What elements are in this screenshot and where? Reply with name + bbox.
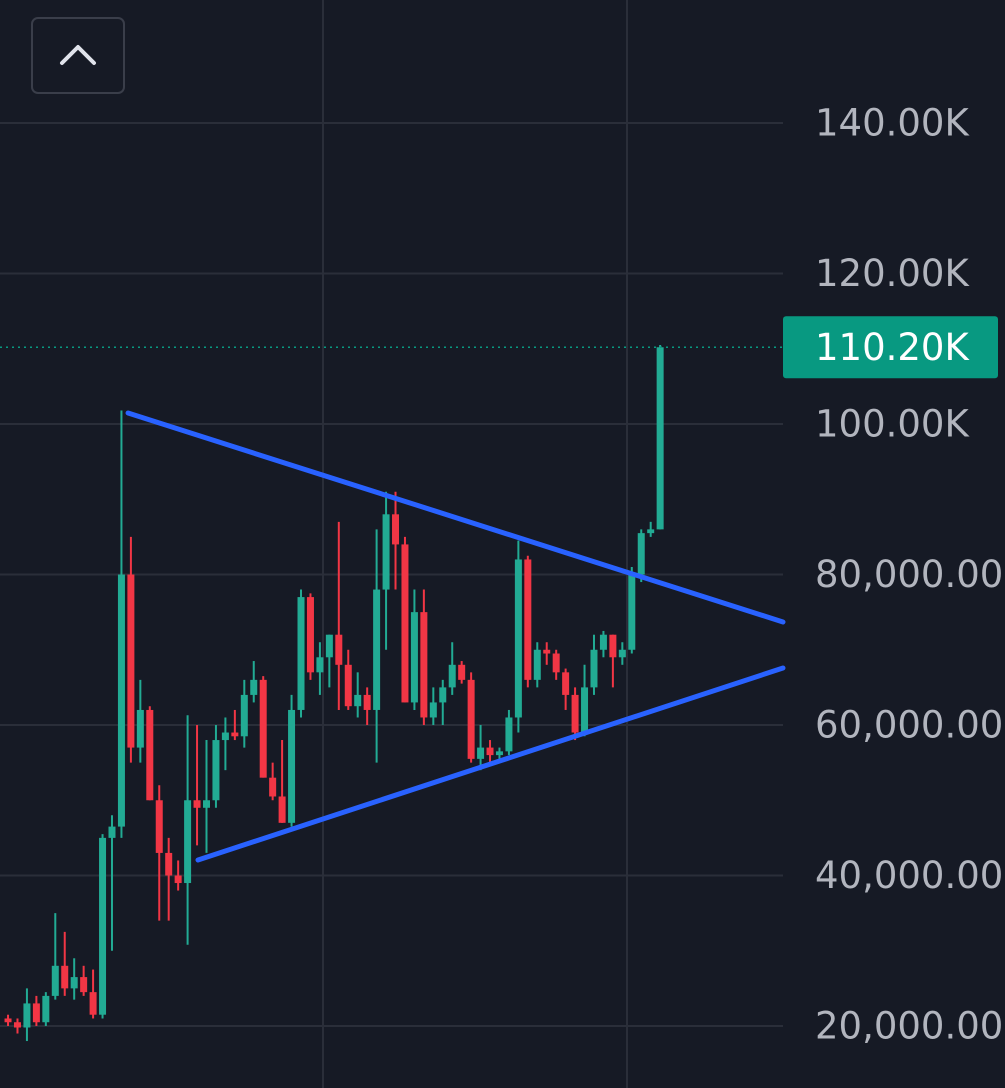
y-tick-label: 120.00K [815, 252, 970, 295]
candle-body [108, 826, 116, 838]
candle-body [117, 574, 125, 827]
button-frame[interactable] [31, 17, 125, 94]
candle-body [250, 679, 258, 695]
candle-body [174, 875, 182, 884]
candle-body [146, 709, 154, 801]
candle-body [486, 747, 494, 756]
candle-body [221, 732, 229, 741]
candle-body [184, 800, 192, 884]
candle-body [392, 514, 400, 545]
candle-body [212, 740, 220, 801]
candle-body [51, 965, 59, 996]
y-tick-label: 100.00K [815, 403, 970, 446]
last-price-label: 110.20K [815, 326, 970, 369]
candle-body [354, 694, 362, 707]
candle-body [306, 597, 314, 673]
candle-body [165, 852, 173, 876]
candle-body [618, 649, 626, 658]
trendline [125, 410, 786, 625]
candle-body [590, 649, 598, 688]
candle-body [89, 992, 97, 1015]
candle-body [193, 800, 201, 808]
candle-body [420, 612, 428, 718]
collapse-button[interactable] [31, 17, 125, 94]
candle-body [136, 709, 144, 748]
candle-body [127, 574, 135, 748]
candle-body [363, 694, 371, 710]
candle-body [278, 796, 286, 823]
candle-body [533, 649, 541, 680]
candle-body [203, 800, 211, 808]
candle-body [637, 533, 645, 575]
candle-body [458, 664, 466, 680]
candle-body [80, 977, 88, 993]
y-tick-label: 60,000.00 [815, 704, 1003, 747]
candle-body [240, 694, 248, 737]
candle-body [401, 544, 409, 703]
candle-body [410, 612, 418, 703]
y-tick-label: 40,000.00 [815, 854, 1003, 897]
candle-body [495, 751, 503, 756]
candle-body [429, 702, 437, 718]
candle-body [231, 732, 239, 737]
candle-body [628, 574, 636, 650]
y-tick-label: 80,000.00 [815, 553, 1003, 596]
candle-body [99, 837, 107, 1015]
candle-body [61, 965, 69, 989]
candle-body [32, 1003, 40, 1023]
candle-body [609, 634, 617, 658]
candle-body [581, 687, 589, 733]
candle-body [467, 679, 475, 759]
last-price-box [783, 316, 998, 379]
candle-body [448, 664, 456, 688]
candle-body [524, 559, 532, 680]
candle-body [543, 649, 551, 654]
candle-body [297, 597, 305, 710]
candles [0, 345, 786, 1042]
candle-body [382, 514, 390, 590]
candle-body [269, 777, 277, 797]
candle-body [656, 347, 664, 530]
candle-body [373, 589, 381, 710]
candle-body [335, 634, 343, 665]
candle-body [23, 1003, 31, 1028]
candle-body [562, 672, 570, 695]
y-tick-label: 20,000.00 [815, 1004, 1003, 1047]
candle-body [316, 657, 324, 673]
candle-body [571, 694, 579, 733]
candle-body [325, 634, 333, 658]
y-tick-label: 140.00K [815, 102, 970, 145]
candle-body [505, 717, 513, 752]
candle-body [647, 529, 655, 534]
candle-body [13, 1022, 21, 1028]
candle-body [477, 747, 485, 759]
candle-body [552, 653, 560, 673]
candle-body [514, 559, 522, 718]
candle-body [599, 634, 607, 650]
chevron-up-icon[interactable] [60, 45, 96, 65]
candle-body [344, 664, 352, 707]
candle-body [259, 679, 267, 778]
candle-body [4, 1018, 12, 1023]
trendline [195, 665, 786, 863]
candle-body [70, 977, 78, 989]
candle-body [439, 687, 447, 703]
candle-body [288, 709, 296, 823]
candle-body [155, 800, 163, 853]
candle-body [42, 995, 50, 1023]
